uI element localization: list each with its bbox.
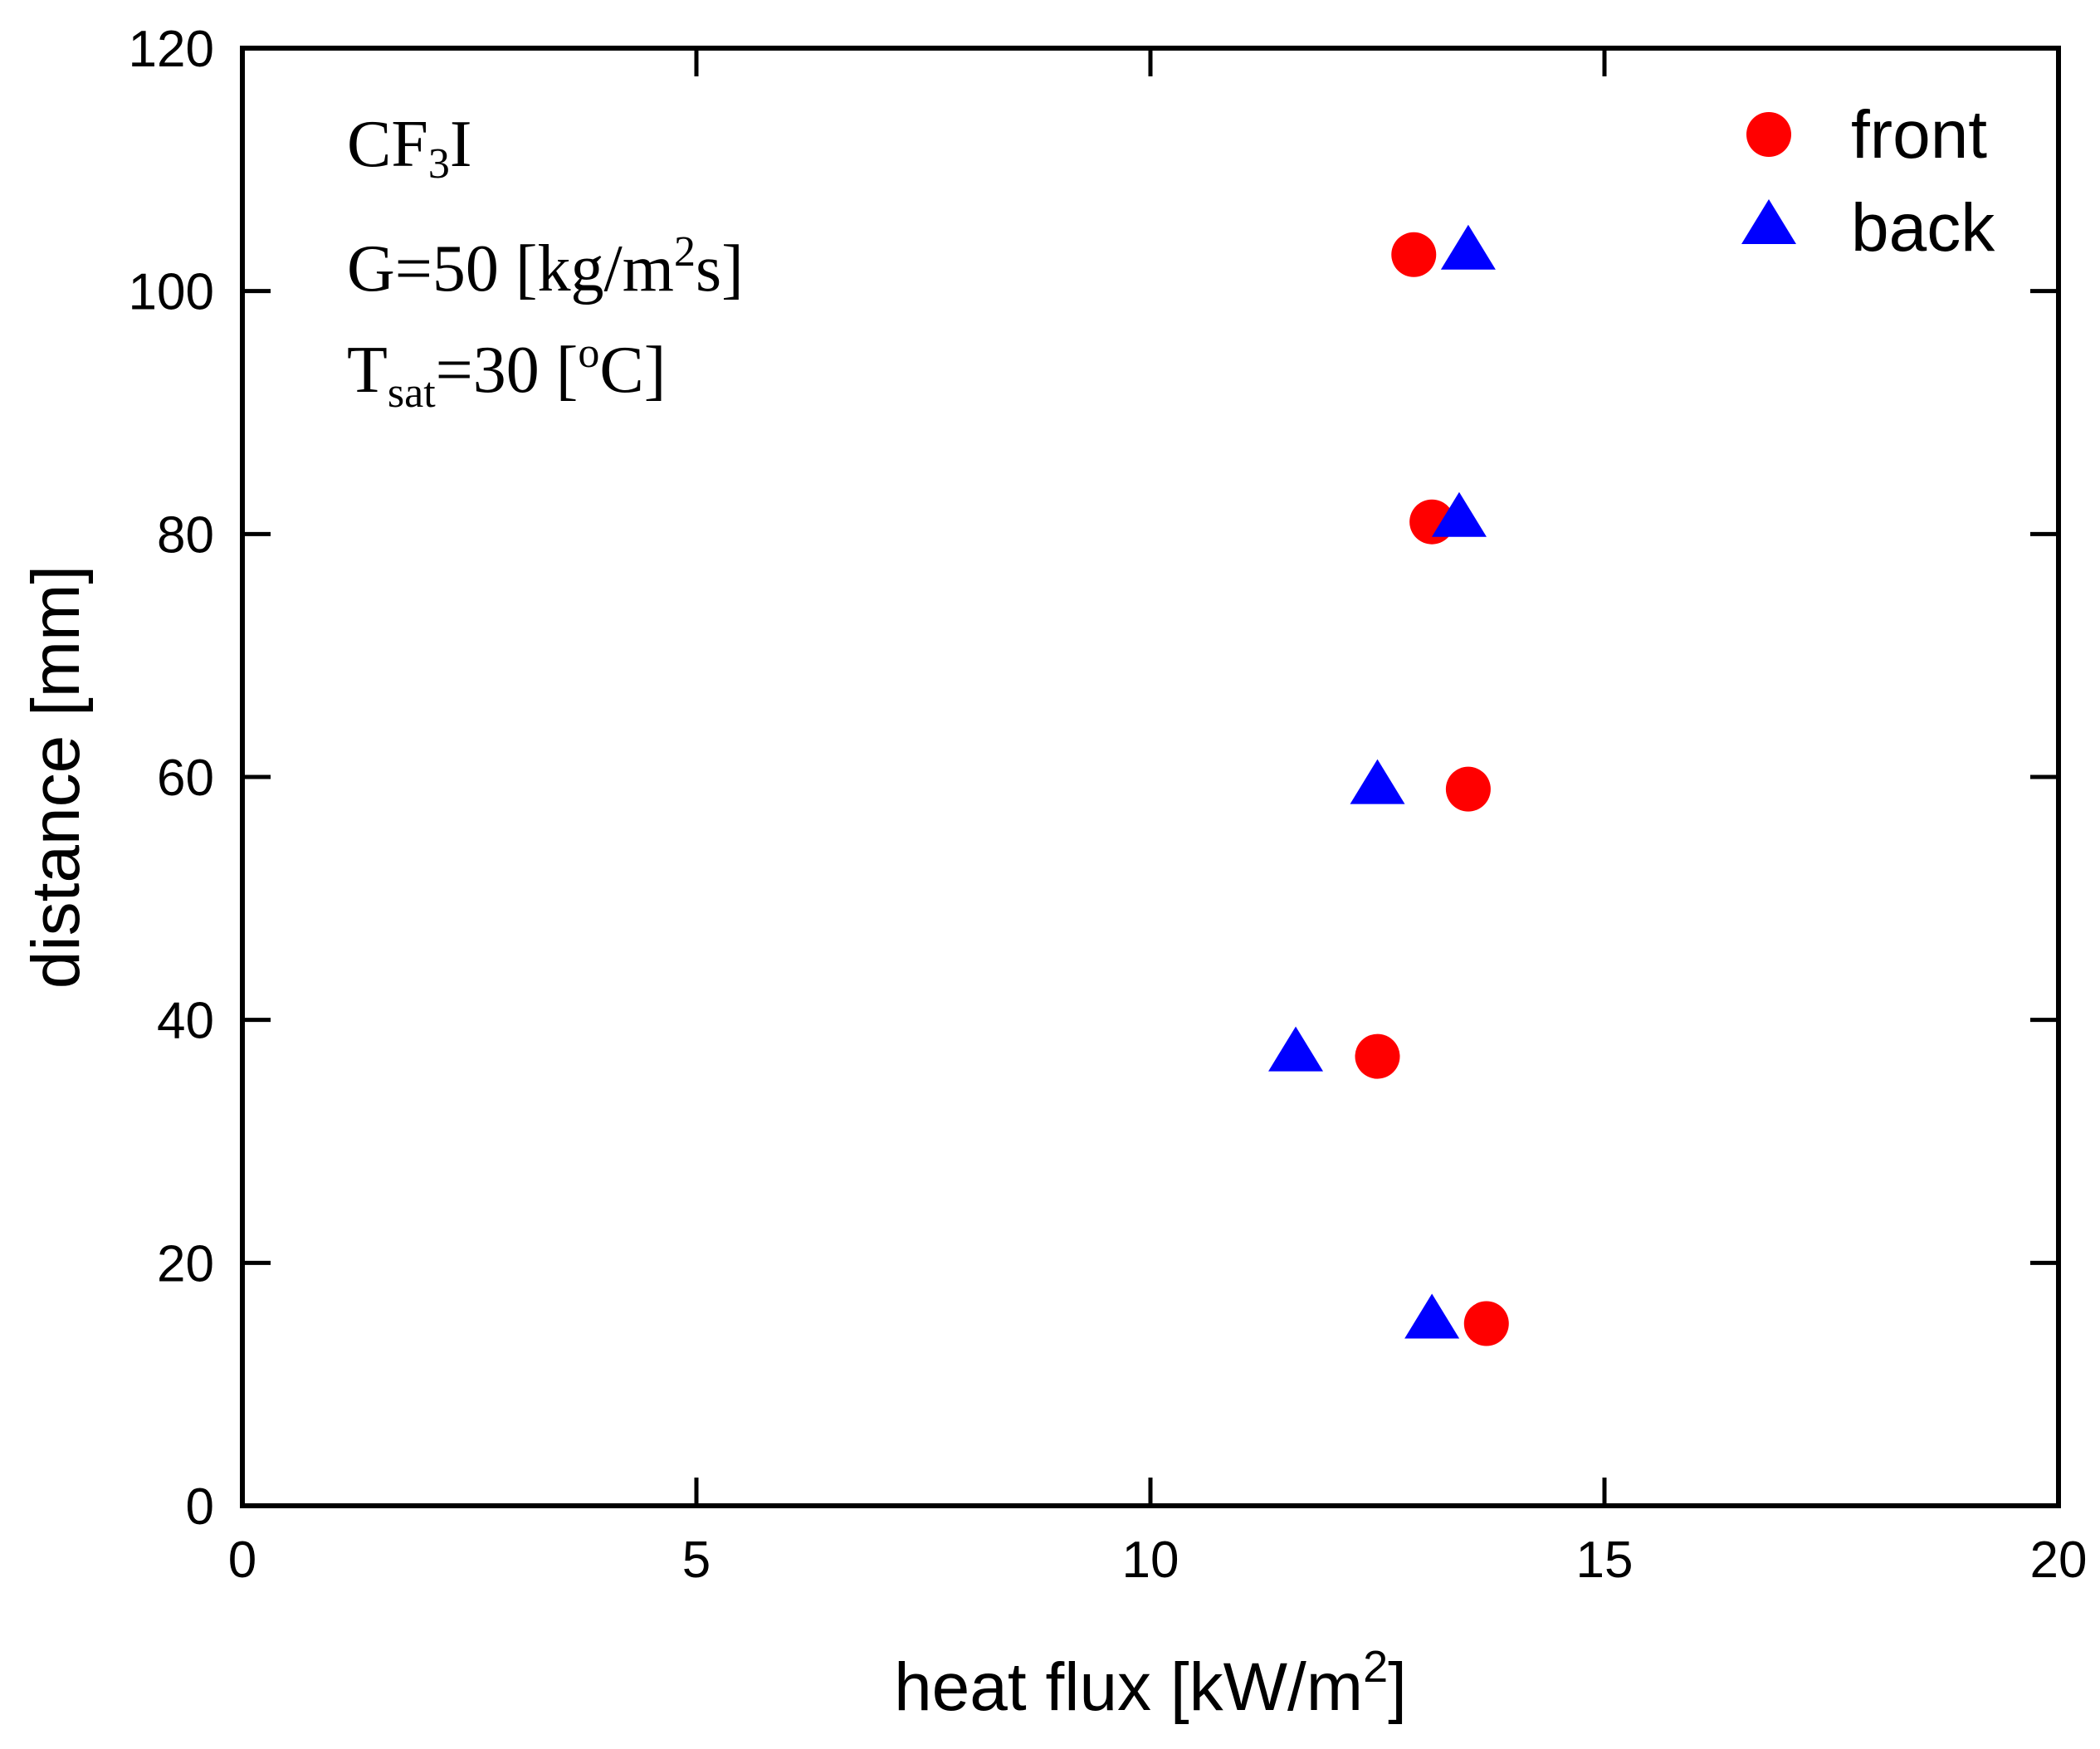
y-tick-label: 100 bbox=[129, 264, 214, 321]
back-point bbox=[1350, 759, 1405, 804]
y-tick-label: 60 bbox=[157, 750, 214, 807]
legend-front-marker bbox=[1746, 112, 1791, 157]
x-tick-label: 15 bbox=[1576, 1532, 1634, 1589]
legend-back-marker bbox=[1741, 199, 1796, 244]
legend-front-label: front bbox=[1851, 97, 1987, 173]
annotation-mass-flux-sup: 2 bbox=[674, 228, 696, 276]
annotation-refrigerant: CF3I bbox=[347, 108, 472, 188]
annotation-temp-c: C] bbox=[599, 334, 666, 407]
y-tick-label: 120 bbox=[129, 21, 214, 78]
x-axis-title-end: ] bbox=[1388, 1649, 1407, 1725]
annotation-mass-flux: G=50 [kg/m2s] bbox=[347, 228, 744, 305]
annotation-saturation-temp: Tsat=30 [oC] bbox=[347, 330, 666, 417]
data-points bbox=[1268, 224, 1509, 1346]
annotation-refrigerant-a: CF bbox=[347, 108, 428, 181]
front-point bbox=[1445, 766, 1491, 812]
y-tick-label: 20 bbox=[157, 1235, 214, 1292]
legend-back-label: back bbox=[1851, 190, 1995, 266]
annotation-refrigerant-sub: 3 bbox=[428, 140, 450, 188]
annotation-refrigerant-b: I bbox=[450, 108, 472, 181]
annotation-temp-a: T bbox=[347, 334, 388, 407]
x-tick-label: 0 bbox=[228, 1532, 256, 1589]
x-tick-label: 5 bbox=[682, 1532, 711, 1589]
front-point bbox=[1355, 1033, 1400, 1079]
annotation-temp-sub: sat bbox=[388, 369, 436, 417]
x-tick-label: 10 bbox=[1122, 1532, 1179, 1589]
back-point bbox=[1440, 224, 1496, 270]
y-tick-label: 40 bbox=[157, 993, 214, 1050]
x-axis-title: heat flux [kW/m2] bbox=[894, 1642, 1407, 1725]
y-tick-label: 0 bbox=[186, 1478, 214, 1536]
annotation-temp-sup: o bbox=[578, 330, 599, 377]
tick-labels: 0 5 10 15 20 0 20 40 60 80 100 120 bbox=[129, 21, 2088, 1589]
x-axis-title-main: heat flux [kW/m bbox=[894, 1649, 1363, 1725]
front-point bbox=[1463, 1301, 1509, 1346]
x-tick-label: 20 bbox=[2030, 1532, 2088, 1589]
front-point bbox=[1391, 232, 1437, 277]
y-axis-title: distance [mm] bbox=[18, 565, 94, 989]
y-tick-label: 80 bbox=[157, 506, 214, 564]
annotation-temp-b: =30 [ bbox=[436, 334, 579, 407]
back-point bbox=[1404, 1293, 1460, 1339]
back-point bbox=[1431, 491, 1487, 537]
annotation-mass-flux-b: s] bbox=[696, 232, 744, 305]
plot-frame bbox=[240, 46, 2061, 1508]
annotation-mass-flux-a: G=50 [kg/m bbox=[347, 232, 674, 305]
legend: front back bbox=[1741, 97, 1995, 266]
back-point bbox=[1268, 1026, 1324, 1072]
x-axis-title-sup: 2 bbox=[1363, 1642, 1388, 1692]
